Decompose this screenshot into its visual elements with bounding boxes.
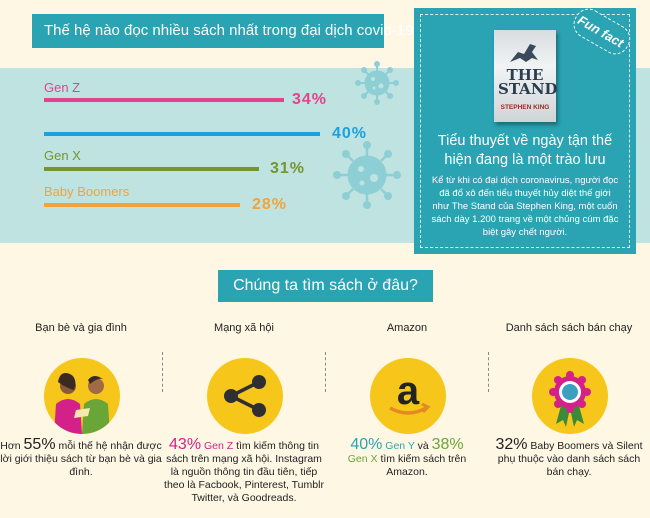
source-title: Danh sách sách bán chạy (505, 322, 633, 334)
source-bestseller-list: Danh sách sách bán chạy 32% Baby Boomers… (488, 320, 650, 478)
bar-baby-boomers (44, 203, 240, 207)
divider (162, 352, 163, 392)
svg-text:a: a (397, 369, 420, 413)
bar-percent: 31% (270, 160, 306, 177)
generation-question-title: Thế hệ nào đọc nhiều sách nhất trong đại… (32, 14, 422, 48)
divider (488, 352, 489, 392)
bar-row-baby-boomers: Baby Boomers (44, 184, 129, 200)
bar-gen-z (44, 98, 284, 102)
bar-label: Gen Z (44, 80, 81, 95)
bar-percent: 28% (252, 196, 288, 213)
source-friends-family: Bạn bè và gia đình Hơn 55% mỗi thế hệ nh… (0, 320, 162, 478)
fun-fact-heading: Tiểu thuyết về ngày tận thế hiện đang là… (437, 133, 613, 168)
book-cover-image: THE STAND STEPHEN KING (494, 30, 558, 122)
virus-icon (333, 141, 401, 209)
divider (325, 352, 326, 392)
source-text: 40% Gen Y và 38% Gen X tìm kiếm sách trên… (347, 436, 467, 479)
book-title: THE STAND (498, 66, 558, 98)
fun-fact-body: Kể từ khi có đại dịch coronavirus, người… (431, 175, 619, 238)
bar-percent: 40% (332, 125, 368, 142)
friends-icon (44, 358, 120, 434)
bar-percent: 34% (292, 91, 328, 108)
virus-icon (355, 61, 399, 105)
horse-rider-icon (510, 44, 538, 62)
bar-row-gen-z: Gen Z (44, 80, 80, 96)
fun-fact-panel: Fun fact THE STAND STEPHEN KING Tiểu thu… (414, 8, 636, 254)
bar-gen-y (44, 132, 320, 136)
award-ribbon-icon (532, 358, 608, 434)
source-amazon: Amazon a 40% Gen Y và 38% Gen X tìm kiếm … (326, 320, 488, 478)
amazon-icon: a (370, 358, 446, 434)
bar-row-gen-x: Gen X (44, 148, 81, 164)
where-title: Chúng ta tìm sách ở đâu? (218, 270, 433, 302)
source-title: Mạng xã hội (214, 322, 274, 334)
source-text: 32% Baby Boomers và Silent phụ thuộc vào… (495, 436, 643, 479)
share-icon (207, 358, 283, 434)
source-title: Bạn bè và gia đình (35, 322, 127, 334)
bar-gen-x (44, 167, 259, 171)
source-text: Hơn 55% mỗi thế hệ nhận được lời giới th… (0, 436, 162, 479)
bar-label: Gen X (44, 148, 81, 163)
fun-fact-badge: Fun fact (560, 0, 642, 69)
source-text: 43% Gen Z tìm kiếm thông tin sách trên m… (164, 436, 324, 505)
book-author: STEPHEN KING (500, 104, 550, 111)
bar-label: Baby Boomers (44, 184, 130, 199)
source-social-media: Mạng xã hội 43% Gen Z tìm kiếm thông tin… (163, 320, 325, 504)
source-title: Amazon (386, 322, 428, 334)
